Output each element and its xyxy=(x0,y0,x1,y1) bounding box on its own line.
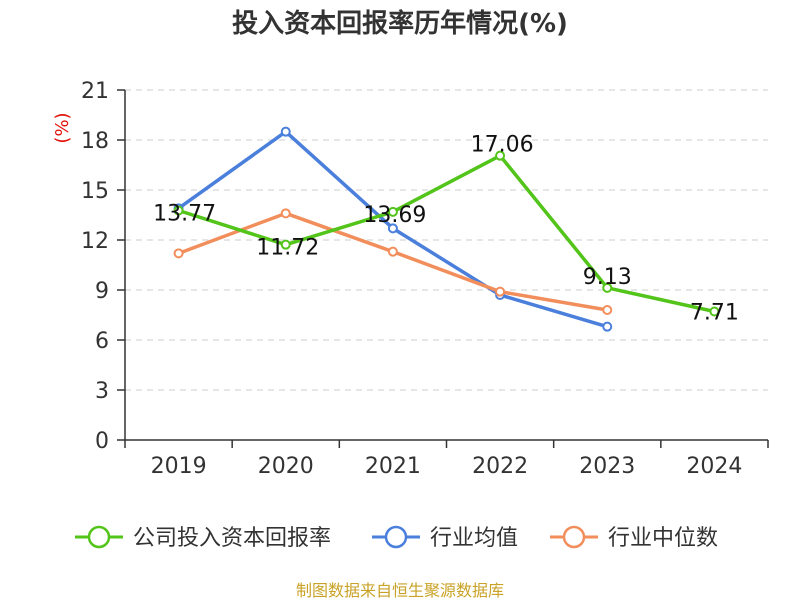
data-label-2023: 9.13 xyxy=(583,265,632,290)
legend-label-1: 行业均值 xyxy=(430,526,518,551)
data-label-2020: 11.72 xyxy=(256,236,319,261)
series-2-point-4 xyxy=(602,305,613,315)
data-label-2022: 17.06 xyxy=(471,133,534,158)
series-2-point-3 xyxy=(495,286,506,297)
axes: 0 3 6 9 12 15 18 21 2019 2020 2021 2022 2023 2024 xyxy=(81,79,769,479)
series-0-point-3 xyxy=(495,150,506,161)
series-0-point-5 xyxy=(709,306,720,317)
data-labels: 13.77 11.72 13.69 17.06 9.13 7.71 xyxy=(153,133,739,326)
series-0-point-0 xyxy=(173,205,184,216)
y-tick-label-0: 0 xyxy=(95,429,109,454)
source-footer: 制图数据来自恒生聚源数据库 xyxy=(296,581,504,600)
series-0-point-4 xyxy=(602,282,613,293)
legend-label-0: 公司投入资本回报率 xyxy=(133,526,331,551)
x-tick-label-2024: 2024 xyxy=(686,454,742,479)
series-0-point-1 xyxy=(280,239,291,250)
series-lines xyxy=(173,126,720,332)
x-tick-label-2023: 2023 xyxy=(579,454,635,479)
y-tick-label-12: 12 xyxy=(81,229,109,254)
series-1-point-1 xyxy=(280,126,291,137)
legend-marker-0 xyxy=(87,525,111,549)
x-tick-label-2021: 2021 xyxy=(365,454,421,479)
legend: 公司投入资本回报率 行业均值 行业中位数 xyxy=(75,525,718,551)
data-label-2021: 13.69 xyxy=(363,203,426,228)
y-tick-label-21: 21 xyxy=(81,79,109,104)
series-1-point-4 xyxy=(602,321,613,332)
x-tick-label-2020: 2020 xyxy=(258,454,314,479)
series-1-point-2 xyxy=(387,223,398,234)
data-label-2019: 13.77 xyxy=(153,202,216,227)
y-tick-label-3: 3 xyxy=(95,379,109,404)
y-tick-label-15: 15 xyxy=(81,179,109,204)
chart-title: 投入资本回报率历年情况(%) xyxy=(232,8,568,39)
y-tick-label-9: 9 xyxy=(95,279,109,304)
series-2-point-0 xyxy=(173,248,184,259)
series-0-point-2 xyxy=(387,206,398,217)
y-axis-unit-label: (%) xyxy=(52,112,73,143)
legend-marker-1 xyxy=(384,525,408,549)
data-label-2024: 7.71 xyxy=(690,301,739,326)
grid-lines xyxy=(125,89,768,391)
y-tick-label-6: 6 xyxy=(95,329,109,354)
series-2-point-1 xyxy=(280,208,291,219)
legend-label-2: 行业中位数 xyxy=(608,526,718,551)
legend-marker-2 xyxy=(562,525,586,549)
x-tick-label-2019: 2019 xyxy=(151,454,207,479)
series-2-point-2 xyxy=(387,246,398,257)
x-tick-label-2022: 2022 xyxy=(472,454,528,479)
y-tick-label-18: 18 xyxy=(81,129,109,154)
series-line-0 xyxy=(178,153,715,314)
